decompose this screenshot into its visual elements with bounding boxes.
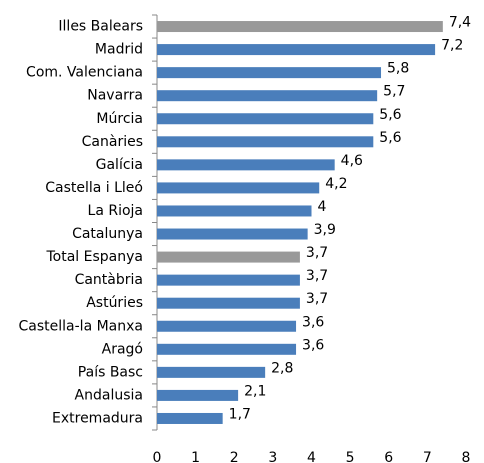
bar	[157, 90, 378, 102]
x-tick-label: 7	[423, 450, 432, 463]
value-label: 4	[318, 199, 327, 215]
y-tick-label: Aragó	[102, 341, 143, 357]
y-tick-label: Navarra	[87, 88, 143, 104]
x-tick-label: 0	[153, 450, 162, 463]
bar	[157, 320, 297, 332]
y-tick-label: Galícia	[96, 157, 143, 173]
value-label: 4,6	[341, 153, 363, 169]
y-tick-label: Cantàbria	[75, 272, 143, 288]
y-tick-label: Múrcia	[96, 111, 143, 127]
value-label: 3,6	[302, 337, 324, 353]
bar	[157, 297, 300, 309]
x-tick-label: 5	[346, 450, 355, 463]
value-label: 5,6	[379, 107, 401, 123]
bar	[157, 113, 374, 125]
bar	[157, 21, 443, 33]
bar	[157, 44, 436, 56]
bar	[157, 251, 300, 263]
value-label: 5,6	[379, 130, 401, 146]
bar	[157, 366, 266, 378]
x-tick-label: 8	[462, 450, 471, 463]
bar	[157, 182, 320, 194]
value-label: 3,9	[314, 222, 336, 238]
bar	[157, 136, 374, 148]
bar	[157, 228, 308, 240]
value-label: 1,7	[229, 406, 251, 422]
y-tick-label: País Basc	[78, 364, 143, 380]
value-label: 3,7	[306, 291, 328, 307]
x-tick-label: 2	[230, 450, 239, 463]
x-tick-label: 1	[191, 450, 200, 463]
x-tick-label: 4	[307, 450, 316, 463]
y-tick-label: Illes Balears	[58, 19, 143, 35]
value-label: 7,2	[441, 38, 463, 54]
x-tick-label: 3	[268, 450, 277, 463]
value-label: 3,7	[306, 245, 328, 261]
y-tick-label: Madrid	[95, 42, 143, 58]
value-label: 2,1	[244, 383, 266, 399]
value-label: 3,6	[302, 314, 324, 330]
bar	[157, 412, 223, 424]
y-tick-label: Catalunya	[72, 226, 143, 242]
y-tick-label: Canàries	[82, 134, 143, 150]
y-tick-label: Astúries	[86, 295, 143, 311]
value-label: 7,4	[449, 15, 471, 31]
y-tick-label: Com. Valenciana	[26, 65, 143, 81]
value-label: 4,2	[325, 176, 347, 192]
value-label: 3,7	[306, 268, 328, 284]
value-label: 5,7	[383, 84, 405, 100]
bar	[157, 343, 297, 355]
bar	[157, 389, 239, 401]
y-tick-label: Castella-la Manxa	[19, 318, 143, 334]
bar	[157, 67, 382, 79]
y-tick-label: Andalusia	[75, 387, 143, 403]
x-tick-label: 6	[384, 450, 393, 463]
y-tick-label: La Rioja	[88, 203, 143, 219]
value-label: 2,8	[271, 360, 293, 376]
bar	[157, 159, 335, 171]
y-tick-label: Castella i Lleó	[45, 180, 143, 196]
value-label: 5,8	[387, 61, 409, 77]
y-tick-label: Extremadura	[52, 410, 143, 426]
y-tick-label: Total Espanya	[46, 249, 144, 265]
bar	[157, 274, 300, 286]
bar	[157, 205, 312, 217]
